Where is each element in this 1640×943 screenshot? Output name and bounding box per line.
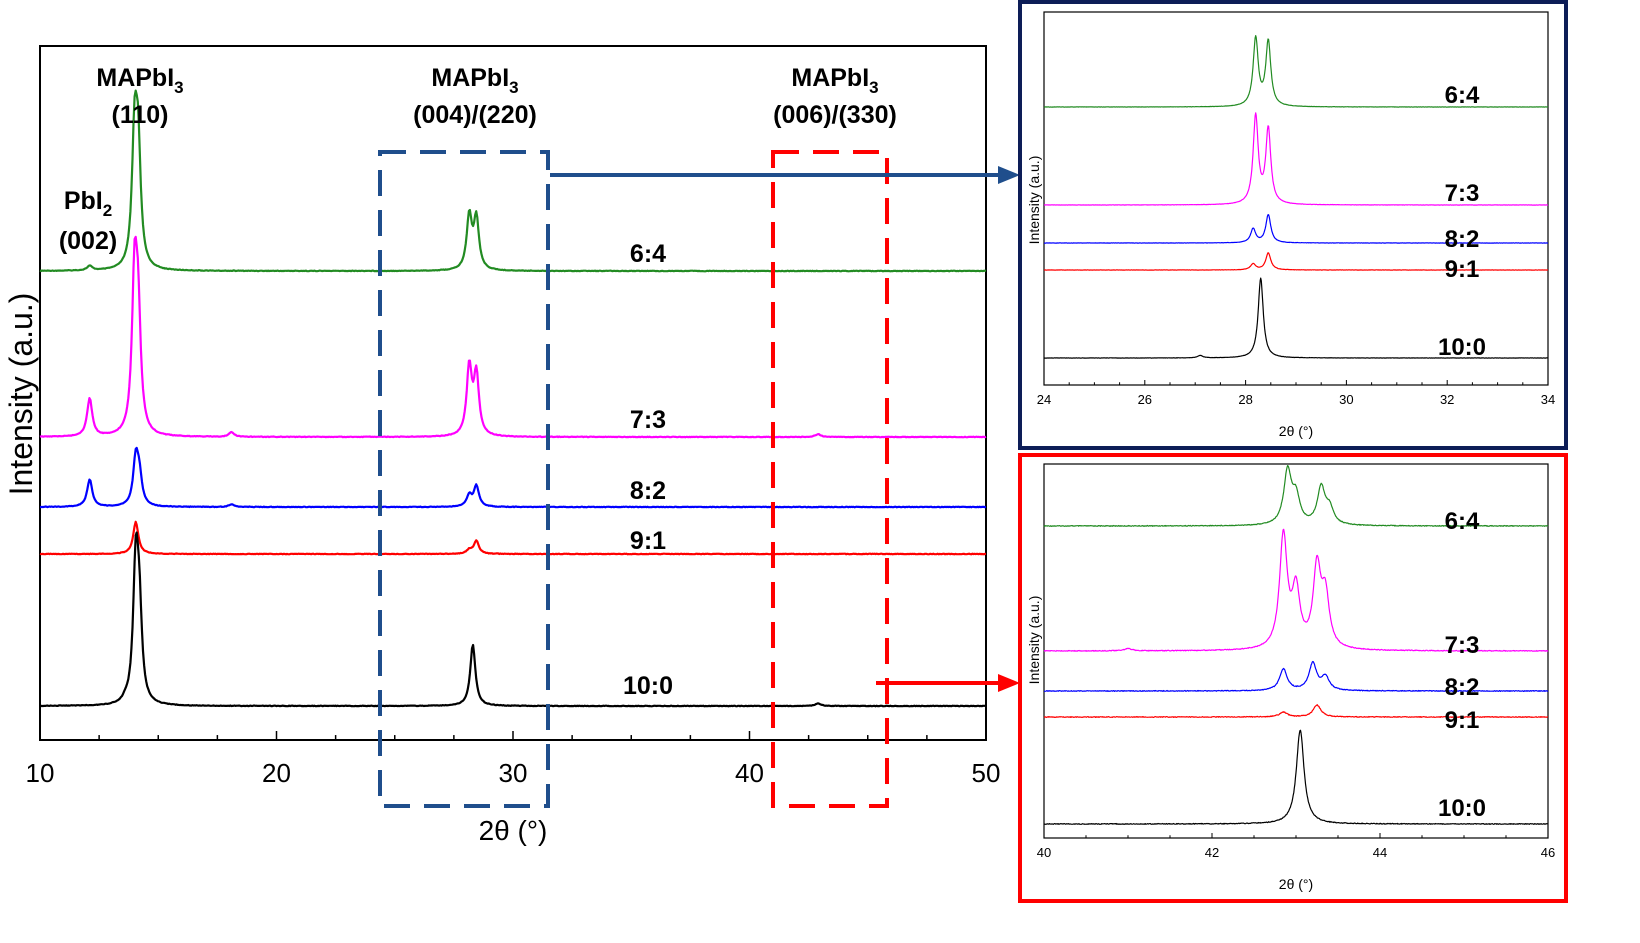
inset-bottom-series-label: 7:3	[1445, 632, 1480, 659]
inset-bottom-xtick-label: 44	[1373, 845, 1387, 860]
main-series-label: 9:1	[630, 527, 666, 555]
inset-top-xtick-label: 26	[1138, 392, 1152, 407]
inset-bottom-series-label: 10:0	[1438, 795, 1486, 822]
inset-top-series-6-4	[1043, 35, 1549, 108]
annotation-pbi2: PbI2	[64, 187, 112, 220]
inset-top-series-9-1	[1043, 252, 1548, 271]
inset-top-panel: 24 26 28 30 32 34 2θ (°) Intensity (a.u.…	[1018, 0, 1568, 450]
highlight-box-blue	[378, 150, 550, 808]
inset-bottom-panel: 40 42 44 46 2θ (°) Intensity (a.u.) 6:4 …	[1018, 453, 1568, 903]
inset-bottom-traces	[1043, 465, 1549, 825]
inset-top-series-label: 10:0	[1438, 334, 1486, 361]
inset-bottom-series-9-1	[1043, 704, 1549, 718]
inset-top-series-label: 7:3	[1445, 180, 1480, 207]
annotation-mapbi3-004-hkl: (004)/(220)	[413, 101, 537, 129]
inset-top-xtick-label: 28	[1238, 392, 1252, 407]
inset-top-xtick-label: 32	[1440, 392, 1454, 407]
inset-bottom-x-ticks	[1043, 833, 1549, 838]
main-series-label: 6:4	[630, 240, 666, 268]
annotation-mapbi3-110-hkl: (110)	[112, 101, 169, 129]
annotation-mapbi3-110: MAPbI3	[96, 64, 183, 97]
main-xtick-label: 40	[735, 758, 764, 788]
inset-top-xtick-label: 24	[1037, 392, 1051, 407]
annotation-pbi2-hkl: (002)	[59, 227, 117, 255]
inset-bottom-xtick-label: 42	[1205, 845, 1219, 860]
main-series-8-2	[40, 446, 987, 509]
inset-top-xtick-label: 30	[1339, 392, 1353, 407]
inset-bottom-xtick-label: 46	[1541, 845, 1555, 860]
main-panel: 10 20 30 40 50 2θ (°) Intensity (a.u.) M…	[3, 45, 1020, 846]
main-series-label: 10:0	[623, 672, 673, 700]
main-xtick-label: 20	[262, 758, 291, 788]
inset-top-series-label: 9:1	[1445, 256, 1480, 283]
main-x-axis-label: 2θ (°)	[479, 815, 548, 846]
arrowhead-red	[998, 674, 1020, 692]
main-series-9-1	[39, 520, 987, 556]
inset-top-series-7-3	[1043, 112, 1549, 206]
annotation-mapbi3-004: MAPbI3	[431, 64, 518, 97]
inset-bottom-series-6-4	[1043, 465, 1549, 527]
main-series-7-3	[39, 235, 987, 439]
main-x-ticks	[39, 731, 987, 740]
main-y-axis-label: Intensity (a.u.)	[3, 293, 39, 496]
main-xtick-label: 10	[26, 758, 55, 788]
main-series-label: 8:2	[630, 477, 666, 505]
highlight-box-red	[771, 150, 889, 808]
inset-top-xtick-label: 34	[1541, 392, 1555, 407]
main-xtick-label: 50	[972, 758, 1001, 788]
inset-bottom-border	[1018, 453, 1568, 903]
inset-bottom-y-axis-label: Intensity (a.u.)	[1026, 596, 1042, 685]
annotation-mapbi3-006-hkl: (006)/(330)	[773, 101, 897, 129]
annotation-mapbi3-006: MAPbI3	[791, 64, 878, 97]
inset-bottom-series-10-0	[1043, 729, 1548, 825]
inset-bottom-series-7-3	[1043, 528, 1549, 652]
inset-bottom-xtick-label: 40	[1037, 845, 1051, 860]
inset-top-series-label: 6:4	[1445, 82, 1480, 109]
main-traces	[39, 89, 987, 708]
inset-top-series-10-0	[1043, 277, 1548, 359]
inset-top-traces	[1043, 35, 1549, 359]
inset-bottom-x-axis-label: 2θ (°)	[1279, 876, 1313, 892]
inset-bottom-series-label: 8:2	[1445, 674, 1480, 701]
inset-bottom-series-8-2	[1044, 660, 1549, 692]
main-series-10-0	[39, 531, 987, 708]
inset-top-x-ticks	[1043, 380, 1549, 385]
main-xtick-label: 30	[499, 758, 528, 788]
inset-top-series-8-2	[1044, 214, 1549, 244]
main-series-label: 7:3	[630, 406, 666, 434]
inset-top-x-axis-label: 2θ (°)	[1279, 423, 1313, 439]
inset-top-border	[1018, 0, 1568, 450]
inset-bottom-series-label: 6:4	[1445, 508, 1480, 535]
inset-bottom-series-label: 9:1	[1445, 707, 1480, 734]
inset-top-series-label: 8:2	[1445, 226, 1480, 253]
inset-top-y-axis-label: Intensity (a.u.)	[1026, 156, 1042, 245]
arrowhead-blue	[998, 166, 1020, 184]
main-series-6-4	[39, 89, 987, 273]
